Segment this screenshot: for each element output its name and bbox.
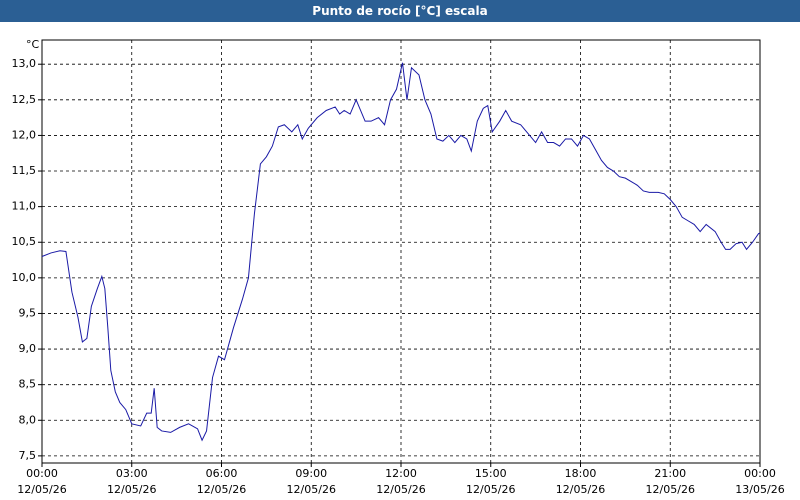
- x-tick-date: 12/05/26: [107, 483, 156, 496]
- y-tick-label: 9,5: [19, 306, 37, 319]
- x-tick-label: 06:00: [206, 467, 238, 480]
- y-tick-label: 12,0: [12, 128, 37, 141]
- x-tick-label: 12:00: [385, 467, 417, 480]
- y-tick-label: 8,0: [19, 413, 37, 426]
- y-tick-label: 9,0: [19, 342, 37, 355]
- data-line: [41, 62, 761, 442]
- x-tick-date: 12/05/26: [646, 483, 695, 496]
- x-tick-label: 21:00: [654, 467, 686, 480]
- chart: °C 7,5 8,0 8,5 9,0 9,5 10,0 10,5 11,0 11,5 12,0 12…: [12, 38, 785, 496]
- y-tick-label: 10,0: [12, 271, 37, 284]
- title-bar: Punto de rocío [°C] escala: [0, 0, 800, 22]
- x-tick-label: 09:00: [295, 467, 327, 480]
- x-tick-date: 12/05/26: [287, 483, 336, 496]
- y-tick-label: 12,5: [12, 93, 37, 106]
- x-tick-date: 12/05/26: [376, 483, 425, 496]
- y-tick-label: 11,0: [12, 200, 37, 213]
- x-tick-label: 03:00: [116, 467, 148, 480]
- x-tick-date: 12/05/26: [556, 483, 605, 496]
- y-tick-label: 11,5: [12, 164, 37, 177]
- y-tick-label: 8,5: [19, 378, 37, 391]
- y-tick-label: 7,5: [19, 449, 37, 462]
- x-tick-label: 00:00: [744, 467, 776, 480]
- y-tick-label: 10,5: [12, 235, 37, 248]
- x-tick-label: 18:00: [565, 467, 597, 480]
- x-tick-date: 12/05/26: [466, 483, 515, 496]
- x-tick-date: 12/05/26: [17, 483, 66, 496]
- x-tick-date: 12/05/26: [197, 483, 246, 496]
- x-tick-date: 13/05/26: [735, 483, 784, 496]
- x-tick-label: 00:00: [26, 467, 58, 480]
- y-tick-label: 13,0: [12, 57, 37, 70]
- x-tick-label: 15:00: [475, 467, 507, 480]
- plot-frame: [41, 39, 761, 464]
- y-unit: °C: [26, 38, 40, 51]
